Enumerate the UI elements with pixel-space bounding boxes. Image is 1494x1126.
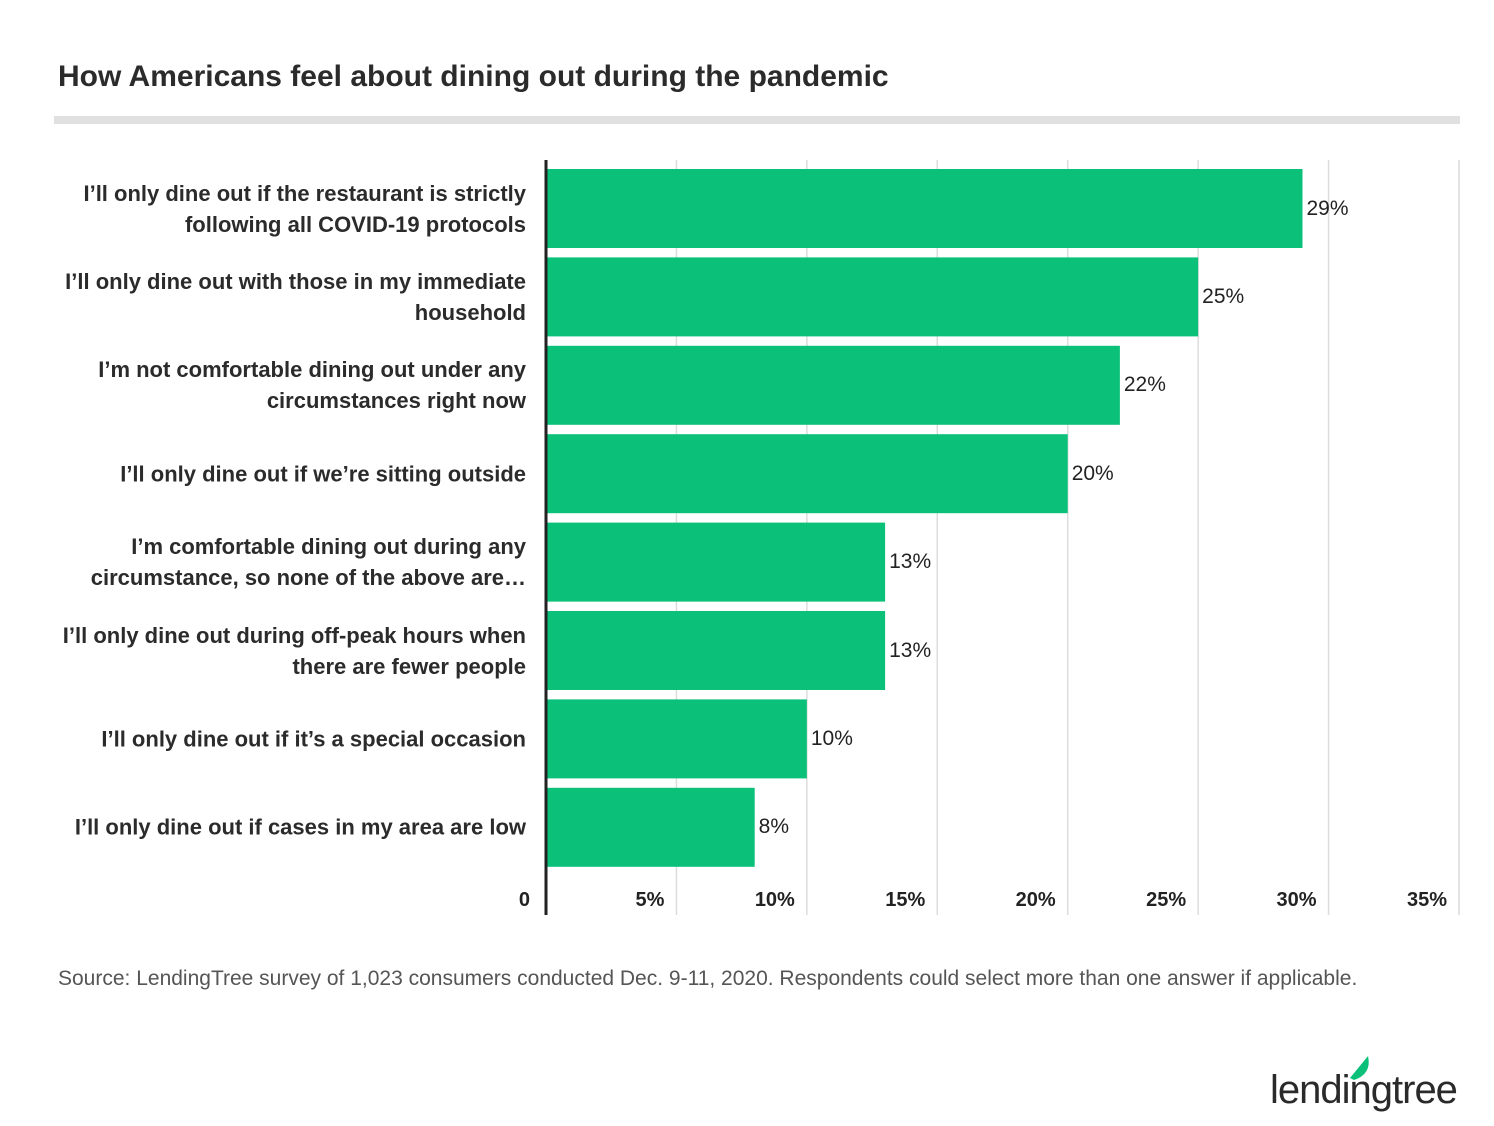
category-label: I’m not comfortable dining out under any… xyxy=(98,357,526,414)
chart-title: How Americans feel about dining out duri… xyxy=(58,60,889,93)
x-tick-label: 5% xyxy=(635,889,665,911)
category-label: I’m comfortable dining out during any ci… xyxy=(90,534,526,591)
category-label: I’ll only dine out if the restaurant is … xyxy=(83,180,526,237)
x-tick-label: 0 xyxy=(518,889,530,911)
x-tick-label: 25% xyxy=(1146,889,1187,911)
value-label: 22% xyxy=(1123,373,1166,397)
bar xyxy=(546,611,886,690)
value-label: 13% xyxy=(889,638,932,662)
source-note: Source: LendingTree survey of 1,023 cons… xyxy=(58,967,1358,990)
value-label: 8% xyxy=(758,815,790,839)
x-tick-label: 10% xyxy=(754,889,795,911)
bar xyxy=(546,257,1199,337)
category-label: I’ll only dine out during off-peak hours… xyxy=(62,622,526,679)
bar xyxy=(546,699,807,779)
x-tick-label: 20% xyxy=(1015,889,1056,911)
value-label: 20% xyxy=(1071,461,1114,485)
value-label: 13% xyxy=(889,550,932,574)
separator xyxy=(54,116,1460,124)
bar xyxy=(546,522,886,602)
category-label: I’ll only dine out with those in my imme… xyxy=(65,268,526,325)
category-label: I’ll only dine out if it’s a special occ… xyxy=(101,726,526,752)
logo-leaf xyxy=(1350,1056,1369,1080)
bar xyxy=(546,345,1120,425)
x-tick-label: 30% xyxy=(1276,889,1317,911)
value-label: 25% xyxy=(1202,284,1245,308)
category-label: I’ll only dine out if cases in my area a… xyxy=(74,814,526,840)
x-tick-label: 35% xyxy=(1406,889,1447,911)
bar xyxy=(546,787,755,867)
bar xyxy=(546,434,1068,514)
value-label: 29% xyxy=(1306,196,1349,220)
x-tick-label: 15% xyxy=(885,889,926,911)
category-label: I’ll only dine out if we’re sitting outs… xyxy=(120,461,526,487)
value-label: 10% xyxy=(810,726,853,750)
logo: lendingtree xyxy=(1270,1068,1458,1112)
bar xyxy=(546,169,1303,248)
